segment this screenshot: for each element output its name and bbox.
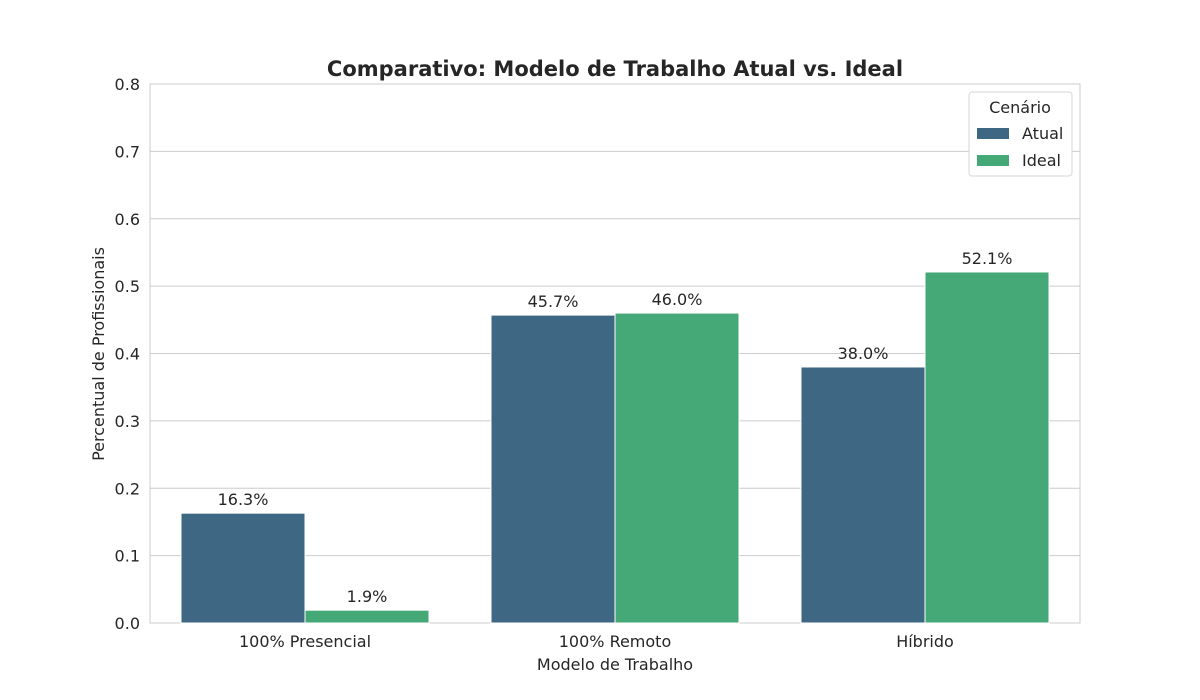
bars (180, 271, 1050, 624)
y-axis-label: Percentual de Profissionais (89, 247, 108, 461)
legend-swatch (977, 155, 1009, 166)
y-tick-label: 0.5 (115, 277, 140, 296)
y-tick-label: 0.0 (115, 614, 140, 633)
data-labels: 16.3% 1.9% 45.7% 46.0% 38.0% 52.1% (218, 249, 1013, 606)
y-tick-label: 0.1 (115, 547, 140, 566)
y-tick-label: 0.6 (115, 210, 140, 229)
y-tick-label: 0.8 (115, 75, 140, 94)
legend-label: Atual (1022, 124, 1063, 143)
y-axis-ticks: 0.0 0.1 0.2 0.3 0.4 0.5 0.6 0.7 0.8 (115, 75, 140, 633)
data-label: 16.3% (218, 490, 269, 509)
y-tick-label: 0.3 (115, 412, 140, 431)
x-axis-label: Modelo de Trabalho (537, 655, 693, 674)
x-axis-ticks: 100% Presencial 100% Remoto Híbrido (239, 632, 954, 651)
legend-label: Ideal (1022, 151, 1061, 170)
bar-ideal-3 (924, 271, 1050, 624)
y-tick-label: 0.7 (115, 142, 140, 161)
x-tick-label: Híbrido (896, 632, 954, 651)
x-tick-label: 100% Presencial (239, 632, 371, 651)
y-tick-label: 0.2 (115, 479, 140, 498)
data-label: 52.1% (962, 249, 1013, 268)
legend: Cenário Atual Ideal (968, 91, 1073, 177)
legend-swatch (977, 128, 1009, 139)
x-tick-label: 100% Remoto (559, 632, 672, 651)
data-label: 46.0% (652, 290, 703, 309)
data-label: 38.0% (838, 344, 889, 363)
legend-title: Cenário (989, 98, 1051, 117)
data-label: 45.7% (528, 292, 579, 311)
data-label: 1.9% (347, 587, 388, 606)
bar-atual-3 (800, 366, 926, 624)
bar-atual-1 (180, 512, 306, 624)
y-tick-label: 0.4 (115, 345, 140, 364)
chart-title: Comparativo: Modelo de Trabalho Atual vs… (327, 57, 903, 81)
bar-atual-2 (490, 314, 616, 624)
bar-ideal-2 (614, 312, 740, 624)
bar-ideal-1 (304, 609, 430, 624)
